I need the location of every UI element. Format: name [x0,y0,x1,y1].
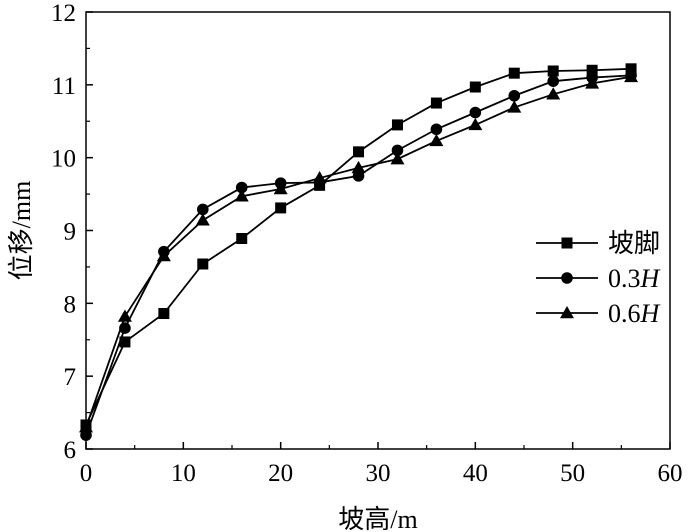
data-point [312,171,327,184]
legend-label-italic: H [640,299,661,328]
legend-label-text: 0.3 [608,264,641,293]
y-tick-label: 7 [64,364,77,391]
data-point [469,106,482,119]
y-tick-label: 6 [64,437,77,464]
data-point [507,100,522,113]
x-tick-label: 10 [171,460,196,487]
data-point [390,152,405,165]
legend-label-text: 0.6 [608,299,641,328]
x-tick-label: 60 [658,460,683,487]
legend-marker [561,237,573,249]
series-layer [79,63,639,441]
legend-label-italic: H [640,264,661,293]
x-tick-label: 40 [463,460,488,487]
legend-label: 坡脚 [608,229,660,258]
x-tick-label: 20 [268,460,293,487]
data-point [235,181,248,194]
data-point [79,420,93,433]
data-point [353,146,365,158]
series-line [85,75,632,428]
legend-item: 0.6H [536,299,661,328]
legend-label: 0.3H [608,264,661,293]
data-point [585,76,600,89]
x-tick-label: 0 [80,460,93,487]
data-point [197,203,209,216]
data-point [275,202,287,214]
legend-label-text: 坡脚 [608,229,660,258]
data-point [156,248,171,262]
legend-item: 坡脚 [536,229,660,258]
data-point [468,117,483,131]
data-point [430,123,443,136]
axes: 0 10 20 30 40 50 60 6 7 8 9 10 11 12 [51,0,683,487]
data-point [351,160,366,174]
x-axis-title: 坡高/m [338,505,417,532]
data-point [547,65,559,77]
y-tick-label: 8 [64,291,77,318]
series-triangle [79,69,639,433]
legend-marker [560,306,574,319]
data-point [624,69,639,83]
data-point [508,89,521,102]
legend: 坡脚0.3H0.6H [536,229,661,328]
data-point [236,233,248,245]
data-point [625,63,637,75]
data-point [195,213,210,226]
y-tick-label: 11 [52,73,76,100]
data-point [469,81,481,93]
data-point [586,64,598,76]
y-tick-label: 10 [51,146,76,173]
data-point [273,181,288,195]
data-point [430,97,442,109]
data-point [546,87,561,100]
data-point [158,308,170,320]
x-tick-label: 30 [366,460,391,487]
y-tick-label: 12 [51,0,76,27]
data-point [547,75,559,87]
legend-item: 0.3H [536,264,661,293]
data-point [117,309,132,322]
y-axis-title: 位移/mm [7,181,36,281]
legend-label: 0.6H [608,299,661,328]
data-point [234,189,249,202]
data-point [391,119,403,131]
data-point [508,67,520,79]
x-tick-label: 50 [560,460,585,487]
data-point [429,133,444,147]
data-point [391,144,404,157]
data-point [197,258,209,270]
data-point [119,336,131,348]
y-tick-label: 9 [64,219,77,246]
plot-frame [85,11,671,450]
legend-marker [561,272,573,284]
